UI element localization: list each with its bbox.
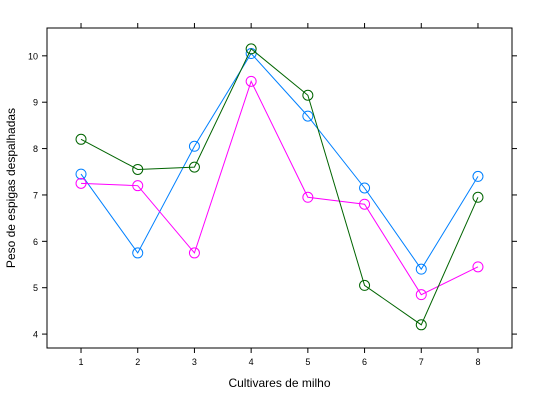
- series-line: [81, 80, 479, 296]
- x-tick-label: 4: [249, 357, 254, 367]
- data-point: [302, 191, 314, 203]
- y-tick-label: 10: [28, 51, 38, 61]
- y-tick-label: 5: [33, 283, 38, 293]
- data-point: [75, 177, 87, 189]
- data-point: [245, 75, 257, 87]
- data-point: [188, 140, 200, 152]
- data-point: [132, 163, 144, 175]
- data-point: [188, 247, 200, 259]
- x-tick-label: 6: [362, 357, 367, 367]
- series-3: [75, 43, 484, 331]
- axis-ticks: 1 2 3 4 5 6 7 8 4 5 6 7 8 9 10: [28, 23, 517, 367]
- data-point: [132, 180, 144, 192]
- x-tick-label: 8: [475, 357, 480, 367]
- data-point: [472, 191, 484, 203]
- y-tick-label: 6: [33, 237, 38, 247]
- data-point: [75, 133, 87, 145]
- data-point: [75, 168, 87, 180]
- y-tick-label: 8: [33, 144, 38, 154]
- y-tick-label: 4: [33, 330, 38, 340]
- data-point: [188, 161, 200, 173]
- series-layer: [75, 43, 484, 331]
- data-point: [359, 279, 371, 291]
- data-point: [302, 89, 314, 101]
- data-point: [359, 182, 371, 194]
- data-point: [302, 110, 314, 122]
- data-point: [132, 247, 144, 259]
- x-tick-label: 5: [305, 357, 310, 367]
- data-point: [245, 43, 257, 55]
- data-point: [415, 263, 427, 275]
- y-tick-label: 7: [33, 190, 38, 200]
- data-point: [472, 261, 484, 273]
- series-2: [75, 75, 484, 301]
- plot-frame: [46, 27, 513, 349]
- x-axis-label: Cultivares de milho: [228, 376, 330, 390]
- x-tick-label: 2: [135, 357, 140, 367]
- y-tick-label: 9: [33, 98, 38, 108]
- series-1: [75, 48, 484, 275]
- x-tick-label: 7: [419, 357, 424, 367]
- data-point: [359, 198, 371, 210]
- x-tick-label: 3: [192, 357, 197, 367]
- y-axis-label: Peso de espigas despalhadas: [4, 108, 18, 268]
- series-line: [80, 52, 479, 271]
- series-line: [80, 48, 479, 326]
- x-tick-label: 1: [79, 357, 84, 367]
- data-point: [415, 289, 427, 301]
- data-point: [472, 170, 484, 182]
- data-point: [415, 319, 427, 331]
